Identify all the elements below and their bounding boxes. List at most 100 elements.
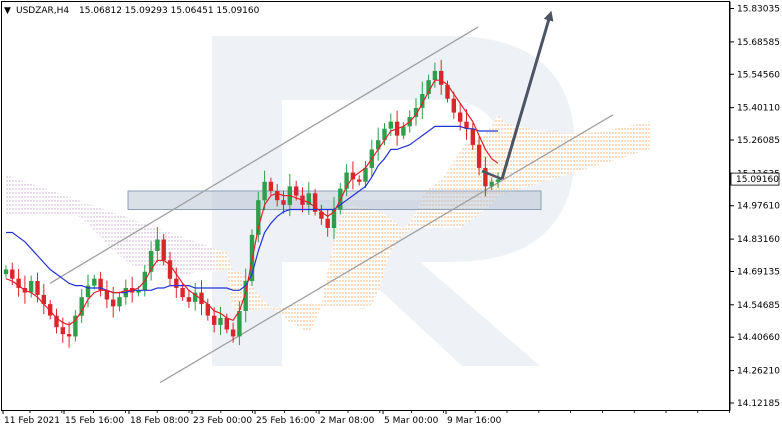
time-axis[interactable]: 11 Feb 2021 15 Feb 16:00 18 Feb 08:00 23 Fe… (1, 410, 731, 426)
time-tick-label: 11 Feb 2021 (4, 416, 60, 426)
channel-upper-line (49, 26, 479, 284)
candle (262, 170, 267, 211)
candle-body (432, 70, 438, 81)
price-tick-label: 15.68585 (737, 38, 780, 48)
candle-body (155, 239, 160, 251)
price-tick-label: 14.40660 (737, 333, 780, 343)
candle-body (357, 179, 362, 182)
candle-body (420, 94, 425, 108)
candle-body (363, 167, 368, 182)
candle (401, 122, 406, 140)
price-tick-label: 14.54685 (737, 301, 780, 311)
candle-body (262, 181, 267, 201)
candle (432, 62, 438, 88)
candle-body (48, 304, 53, 316)
candle (205, 298, 210, 321)
candle (66, 321, 72, 348)
price-tick-label: 14.12185 (737, 399, 780, 409)
candle (218, 306, 223, 335)
candle-body (376, 140, 381, 150)
candle (48, 300, 53, 320)
candle (319, 204, 324, 225)
candlestick-series (3, 59, 501, 348)
candle-body (464, 121, 469, 129)
candle-body (16, 278, 21, 288)
price-tick-label: 15.54560 (737, 70, 780, 80)
ohlc-values: 15.06812 15.09293 15.06451 15.09160 (79, 6, 260, 16)
candle (439, 59, 444, 95)
candle (104, 280, 110, 309)
candle-body (29, 281, 34, 293)
candle (60, 317, 65, 343)
candle-body (388, 121, 393, 129)
candle-body (281, 200, 286, 205)
price-tick-label: 15.40110 (737, 104, 780, 114)
candle (237, 301, 242, 346)
candle-body (306, 193, 311, 205)
candle-body (41, 294, 46, 305)
candle (117, 291, 122, 312)
forecast-arrow-base (481, 169, 503, 181)
channel-lower-line (159, 114, 614, 384)
candle (186, 290, 192, 308)
candle (357, 175, 362, 186)
candle (29, 275, 34, 298)
candle-body (186, 297, 192, 302)
candle (180, 283, 185, 301)
candle-body (54, 315, 59, 328)
candle (73, 310, 78, 342)
time-tick-label: 5 Mar 00:00 (384, 416, 439, 426)
candle (382, 123, 387, 146)
cloud-bullish (214, 114, 650, 332)
symbol-menu-icon[interactable]: ▼ (4, 6, 11, 16)
time-tick-label: 2 Mar 08:00 (320, 416, 375, 426)
candle (413, 98, 419, 126)
candle (167, 251, 173, 287)
candle (54, 308, 59, 334)
candle (350, 161, 356, 190)
candle-body (495, 179, 501, 182)
candle-body (92, 278, 97, 286)
price-axis[interactable]: 15.83035 15.68585 15.54560 15.40110 15.26085… (729, 1, 780, 411)
candle-body (199, 292, 204, 305)
candle-body (489, 181, 494, 187)
price-tick-label: 15.26085 (737, 136, 780, 146)
price-tick-label: 14.83160 (737, 235, 780, 245)
candle (312, 189, 318, 216)
candle-body (167, 260, 173, 279)
candle-body (237, 311, 242, 337)
candle-body (98, 278, 103, 291)
candle-body (382, 128, 387, 141)
tenkan-line (5, 79, 499, 326)
candle-body (344, 172, 349, 189)
candle (464, 109, 469, 140)
candle (363, 161, 368, 188)
candle-body (325, 218, 330, 228)
candle-body (312, 193, 318, 212)
candle (243, 268, 248, 323)
candle (344, 164, 349, 197)
candle-body (445, 84, 450, 99)
candle-body (161, 239, 166, 261)
candle (275, 184, 280, 207)
time-tick-label: 25 Feb 16:00 (256, 416, 315, 426)
candle (376, 127, 381, 161)
candle-body (275, 191, 280, 201)
candle-body (319, 211, 324, 219)
candle (483, 156, 488, 197)
candle-body (413, 107, 419, 118)
candle-body (294, 186, 299, 196)
candle-body (212, 315, 217, 325)
candle-body (483, 167, 488, 187)
symbol-label: USDZAR,H4 (16, 6, 69, 16)
candle-body (451, 98, 456, 113)
candle (451, 91, 456, 119)
indicator-lines (5, 79, 499, 326)
candle (420, 81, 425, 120)
candle (230, 322, 236, 343)
price-tick-label: 14.97610 (737, 202, 780, 212)
candle (155, 227, 160, 263)
candle-body (104, 290, 110, 300)
